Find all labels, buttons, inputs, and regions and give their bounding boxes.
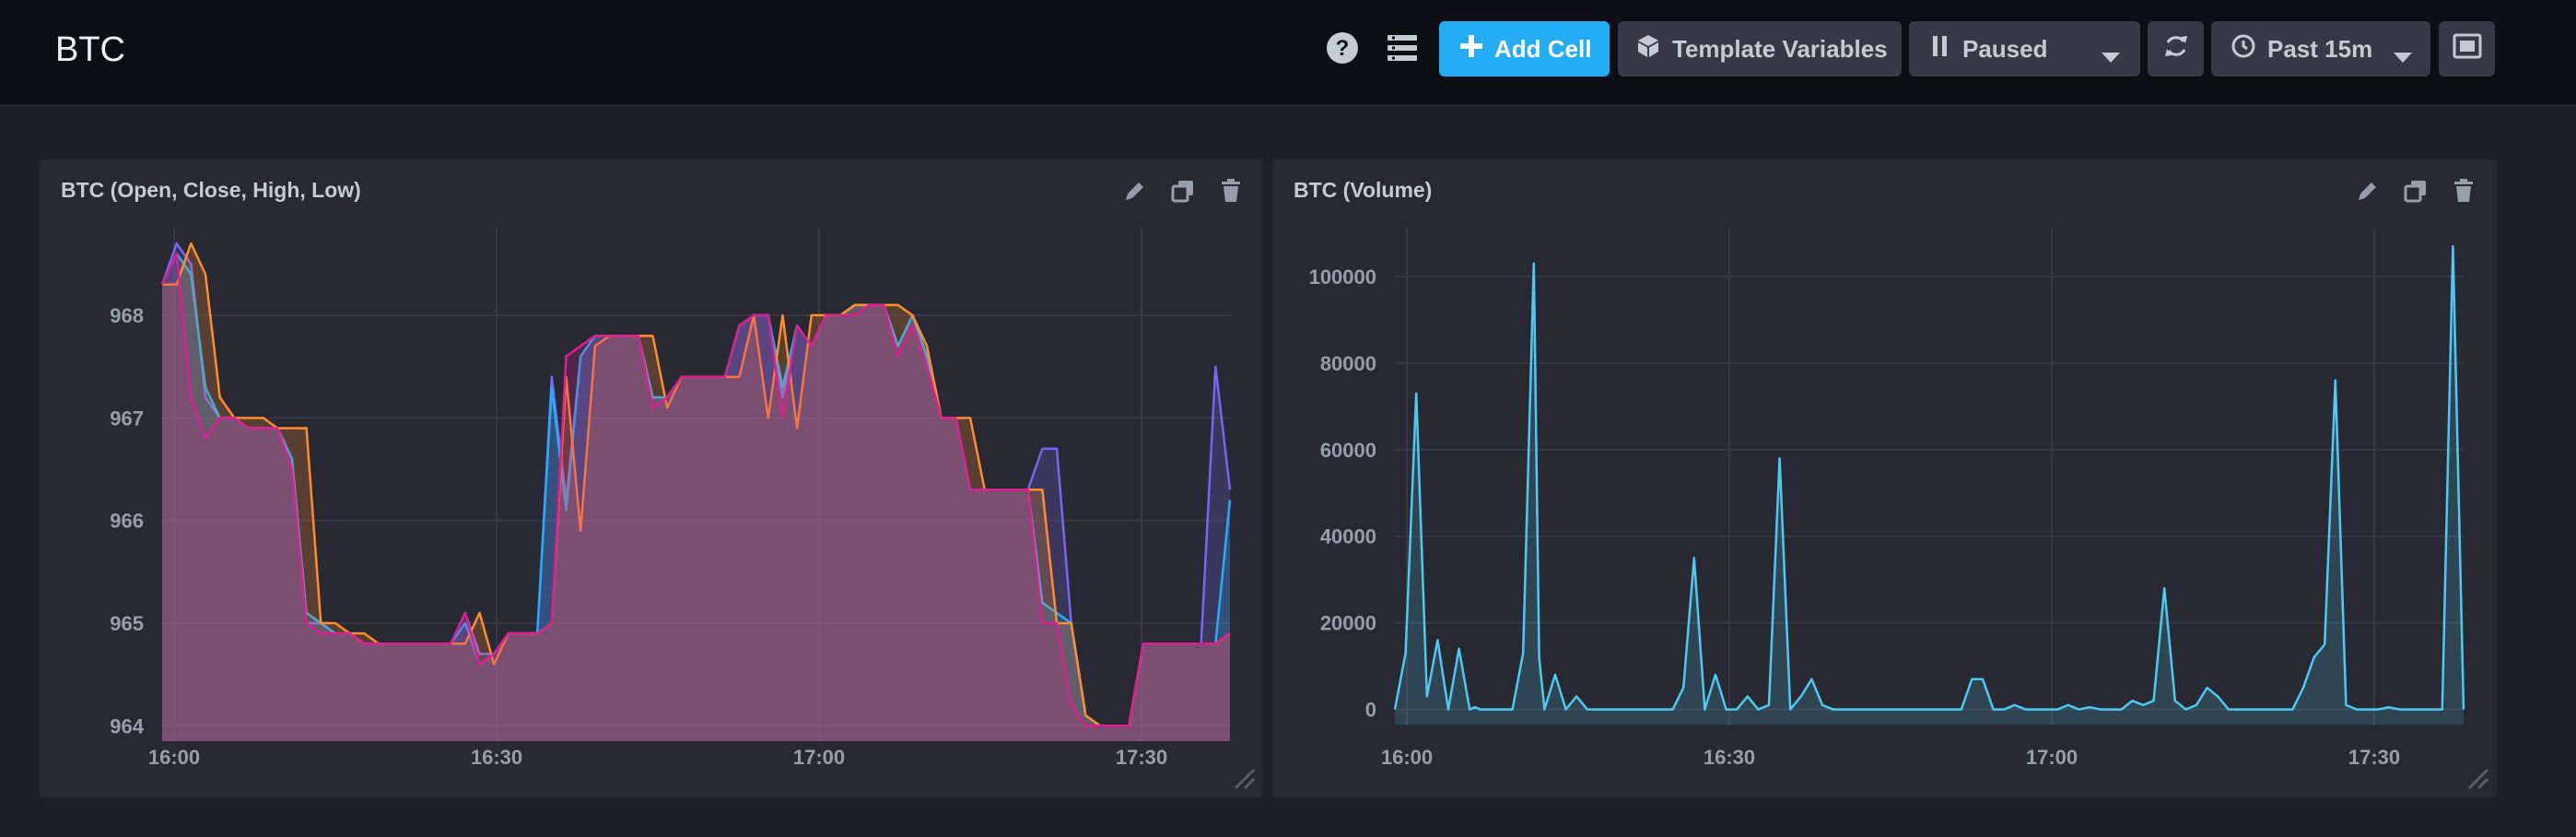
y-tick-label: 20000 — [1320, 612, 1376, 635]
pause-icon — [1931, 34, 1950, 65]
page-title: BTC — [55, 30, 125, 69]
y-tick-label: 968 — [110, 304, 144, 327]
x-tick-label: 16:00 — [148, 746, 200, 769]
cell-volume: BTC (Volume) 0 20000 40000 60000 80000 100000… — [1272, 159, 2497, 797]
y-tick-label: 100000 — [1309, 265, 1376, 289]
x-tick-label: 16:30 — [1704, 746, 1755, 769]
y-tick-label: 965 — [110, 612, 144, 635]
y-tick-label: 964 — [110, 714, 144, 737]
time-range-dropdown[interactable]: Past 15m — [2211, 21, 2430, 77]
pause-label: Paused — [1962, 34, 2048, 63]
refresh-icon — [2162, 32, 2190, 66]
cell-title: BTC (Volume) — [1294, 178, 1433, 202]
y-tick-label: 966 — [110, 510, 144, 533]
series-area — [162, 253, 1230, 741]
y-tick-label: 967 — [110, 407, 144, 430]
template-variables-label: Template Variables — [1672, 34, 1888, 63]
x-tick-label: 17:00 — [2026, 746, 2078, 769]
resize-handle-icon[interactable] — [1232, 766, 1256, 790]
resize-handle-icon[interactable] — [2465, 766, 2489, 790]
volume-chart[interactable]: 0 20000 40000 60000 80000 100000 16:00 16:30 17:… — [1272, 159, 2497, 797]
template-variables-button[interactable]: Template Variables — [1618, 21, 1902, 77]
top-bar: BTC ? Add Cell — [0, 0, 2576, 104]
caret-down-icon — [2394, 41, 2412, 70]
x-tick-label: 17:30 — [1116, 746, 1167, 769]
trash-icon[interactable] — [1217, 177, 1245, 205]
series-line — [1393, 244, 2465, 711]
cell-title: BTC (Open, Close, High, Low) — [61, 178, 361, 202]
time-range-label: Past 15m — [2267, 34, 2373, 63]
x-tick-label: 16:30 — [471, 746, 522, 769]
add-cell-button[interactable]: Add Cell — [1439, 21, 1610, 77]
pause-dropdown[interactable]: Paused — [1909, 21, 2140, 77]
x-tick-label: 17:30 — [2348, 746, 2400, 769]
y-tick-label: 60000 — [1320, 439, 1376, 462]
list-icon[interactable] — [1384, 29, 1421, 66]
clone-icon[interactable] — [2402, 177, 2430, 205]
refresh-button[interactable] — [2148, 21, 2204, 77]
x-tick-label: 17:00 — [793, 746, 845, 769]
pencil-icon[interactable] — [2354, 177, 2382, 205]
trash-icon[interactable] — [2450, 177, 2477, 205]
series-area — [162, 243, 1230, 741]
caret-down-icon — [2102, 41, 2120, 70]
svg-text:?: ? — [1336, 36, 1350, 61]
x-tick-label: 16:00 — [1381, 746, 1433, 769]
plus-icon — [1458, 32, 1485, 66]
add-cell-label: Add Cell — [1494, 34, 1592, 63]
fullscreen-button[interactable] — [2439, 21, 2495, 77]
clock-icon — [2231, 33, 2256, 65]
y-tick-label: 40000 — [1320, 525, 1376, 548]
y-tick-label: 80000 — [1320, 352, 1376, 375]
pencil-icon[interactable] — [1121, 177, 1149, 205]
series-area — [162, 243, 1230, 741]
question-circle-icon[interactable]: ? — [1324, 29, 1361, 66]
clone-icon[interactable] — [1169, 177, 1197, 205]
cube-icon — [1635, 33, 1661, 65]
series-area — [162, 253, 1230, 741]
series-area — [1395, 246, 2464, 725]
series-line — [160, 253, 1231, 727]
cell-ohlc: BTC (Open, Close, High, Low) 964 965 966 96… — [40, 159, 1263, 797]
y-tick-label: 0 — [1365, 699, 1376, 722]
ohlc-chart[interactable]: 964 965 966 967 968 16:00 16:30 17:00 17:30 — [40, 159, 1263, 797]
fullscreen-icon — [2453, 33, 2482, 65]
